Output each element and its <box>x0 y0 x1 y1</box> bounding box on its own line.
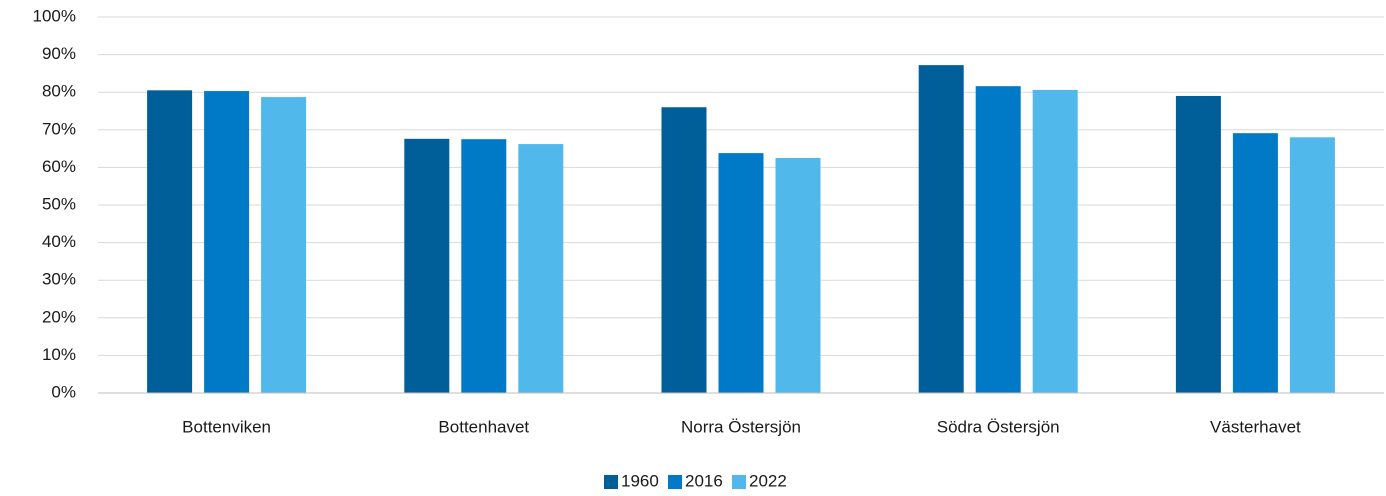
bar <box>661 107 707 394</box>
bar <box>461 139 507 393</box>
bar <box>1032 89 1078 393</box>
bar <box>775 158 821 393</box>
legend-swatch <box>604 475 618 489</box>
y-tick-label: 60% <box>42 157 76 176</box>
bar <box>147 90 193 393</box>
y-tick-label: 20% <box>42 307 76 326</box>
x-tick-label: Södra Östersjön <box>937 417 1060 436</box>
bar <box>1232 133 1278 393</box>
legend-label: 1960 <box>621 471 659 490</box>
bar <box>975 86 1021 394</box>
bar <box>518 144 564 393</box>
bar <box>1289 137 1335 393</box>
y-tick-label: 100% <box>33 6 76 25</box>
y-tick-label: 80% <box>42 82 76 101</box>
legend-label: 2016 <box>685 471 723 490</box>
bar <box>1175 95 1221 394</box>
y-tick-label: 10% <box>42 345 76 364</box>
bar <box>718 153 764 393</box>
legend-swatch <box>668 475 682 489</box>
y-tick-label: 30% <box>42 270 76 289</box>
y-tick-label: 0% <box>51 382 76 401</box>
x-tick-label: Västerhavet <box>1210 417 1301 436</box>
y-tick-label: 40% <box>42 232 76 251</box>
y-tick-label: 90% <box>42 44 76 63</box>
x-tick-label: Norra Östersjön <box>681 417 801 436</box>
x-tick-label: Bottenhavet <box>438 417 529 436</box>
x-tick-label: Bottenviken <box>182 417 271 436</box>
bar <box>404 138 450 393</box>
legend-swatch <box>732 475 746 489</box>
y-tick-label: 50% <box>42 194 76 213</box>
y-tick-label: 70% <box>42 119 76 138</box>
bar <box>261 97 307 393</box>
legend-label: 2022 <box>749 471 787 490</box>
bar <box>918 65 964 394</box>
bar <box>204 91 250 394</box>
